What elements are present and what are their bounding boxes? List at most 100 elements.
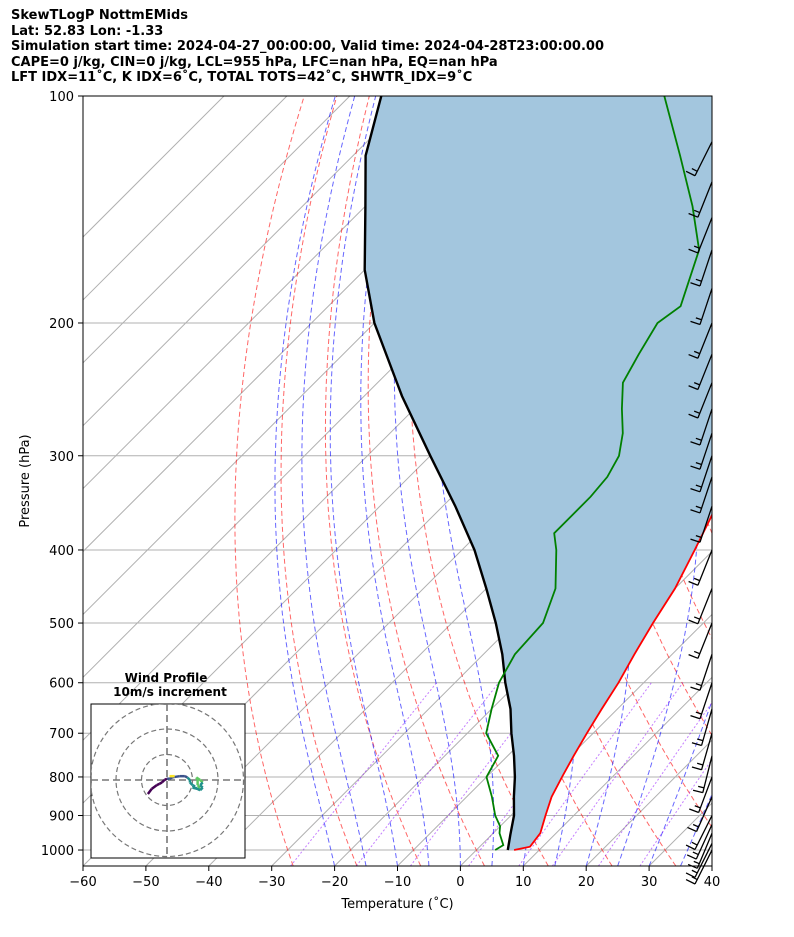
wind-barb-flag	[693, 410, 700, 414]
wind-barb-flag	[690, 441, 701, 446]
hodograph-trace	[156, 782, 160, 787]
mixing-ratio-line	[639, 758, 712, 866]
wind-barb	[698, 776, 713, 813]
wind-barb-flag	[695, 535, 702, 539]
wind-barb-flag	[696, 738, 704, 742]
wind-barb-flag	[695, 461, 702, 466]
wind-barb-flag	[692, 789, 703, 794]
dry-adiabat-line	[728, 96, 794, 866]
isotherm-line	[775, 96, 794, 866]
moist-adiabat-line	[680, 793, 712, 866]
wind-barb-flag	[688, 619, 699, 625]
wind-barb	[699, 432, 713, 470]
moist-adiabat-line	[711, 864, 712, 866]
wind-barb-flag	[692, 823, 699, 828]
wind-barb-flag	[692, 851, 699, 856]
moist-adiabat-line	[274, 96, 336, 866]
parcel-profile-line	[363, 96, 517, 851]
wind-barb-flag	[693, 577, 700, 582]
wind-barb	[694, 141, 713, 177]
hodograph-trace	[196, 784, 202, 789]
wind-barb-flag	[690, 488, 701, 493]
wind-barb-flag	[685, 878, 696, 885]
wind-barb-flag	[685, 170, 696, 177]
hodograph-ring	[91, 704, 245, 858]
wind-barb	[695, 796, 713, 832]
hodograph-trace	[150, 784, 158, 790]
wind-barb	[697, 181, 713, 218]
dewpoint-line	[485, 96, 701, 851]
wind-barb-flag	[693, 245, 700, 249]
x-tick-label: −20	[321, 875, 348, 890]
hodograph-trace	[195, 776, 201, 782]
isotherm-line	[83, 96, 288, 301]
isotherm-line	[460, 613, 712, 866]
y-tick-label: 600	[49, 677, 74, 692]
wind-barb	[700, 733, 713, 770]
hodograph-trace	[163, 777, 168, 782]
wind-barb-flag	[688, 580, 699, 586]
wind-barb-flag	[691, 742, 702, 747]
y-tick-label: 100	[49, 90, 74, 105]
x-tick-label: −40	[195, 875, 222, 890]
dry-adiabat-line	[234, 96, 305, 866]
hodograph-trace	[194, 786, 201, 792]
x-tick-label: 20	[578, 875, 595, 890]
hodograph-trace	[158, 781, 163, 785]
wind-barb	[697, 322, 713, 359]
hodograph-frame	[90, 703, 246, 859]
wind-barb-flag	[695, 317, 702, 321]
wind-barb-flag	[689, 808, 699, 814]
simulation-times: Simulation start time: 2024-04-27_00:00:…	[11, 39, 604, 54]
wind-barb-flag	[690, 715, 701, 720]
hodograph-trace	[161, 779, 166, 784]
moist-adiabat-line	[617, 96, 699, 866]
wind-barb-flag	[698, 785, 705, 789]
wind-barb-flag	[690, 465, 701, 470]
x-tick-label: 40	[704, 875, 721, 890]
wind-barb	[697, 622, 713, 659]
wind-barb-flag	[695, 278, 702, 282]
wind-barb	[697, 353, 713, 390]
dry-adiabat-line	[367, 96, 485, 866]
y-tick-label: 300	[49, 450, 74, 465]
wind-barb-flag	[685, 872, 696, 878]
wind-barb	[699, 455, 713, 493]
wind-barb-flag	[695, 711, 702, 715]
x-tick-label: −50	[132, 875, 159, 890]
wind-barb-flag	[687, 826, 697, 833]
wind-barb-flag	[693, 650, 700, 655]
y-tick-label: 900	[49, 810, 74, 825]
isotherm-line	[522, 676, 712, 866]
wind-barb-flag	[688, 353, 699, 359]
wind-barb-flag	[688, 654, 699, 659]
x-tick-label: 30	[641, 875, 658, 890]
y-tick-label: 700	[49, 727, 74, 742]
isotherm-line	[83, 96, 351, 364]
y-tick-label: 200	[49, 317, 74, 332]
wind-barb-flag	[695, 437, 702, 441]
x-tick-label: −60	[69, 875, 96, 890]
wind-barb	[694, 843, 713, 878]
wind-barb	[697, 382, 713, 419]
wind-barb-flag	[693, 616, 700, 620]
hodograph-trace	[184, 775, 188, 779]
wind-barb-flag	[695, 484, 702, 488]
y-tick-label: 500	[49, 617, 74, 632]
wind-barb	[697, 588, 713, 625]
wind-barb-flag	[690, 686, 701, 691]
x-axis-label: Temperature (˚C)	[340, 896, 453, 912]
hodograph-trace	[174, 774, 180, 779]
wind-barb	[699, 408, 713, 446]
wind-barb-flag	[690, 538, 701, 543]
wind-barb-flag	[688, 413, 699, 419]
wind-barb-flag	[691, 168, 698, 172]
hodograph-trace	[146, 788, 153, 795]
wind-barb-flag	[693, 860, 700, 865]
wind-barb-flag	[696, 762, 704, 766]
wind-barbs	[685, 141, 713, 885]
hodograph-trace	[186, 776, 191, 781]
dry-adiabat-line	[280, 96, 358, 866]
mixing-ratio-line	[518, 682, 652, 866]
wind-barb-flag	[685, 844, 696, 851]
